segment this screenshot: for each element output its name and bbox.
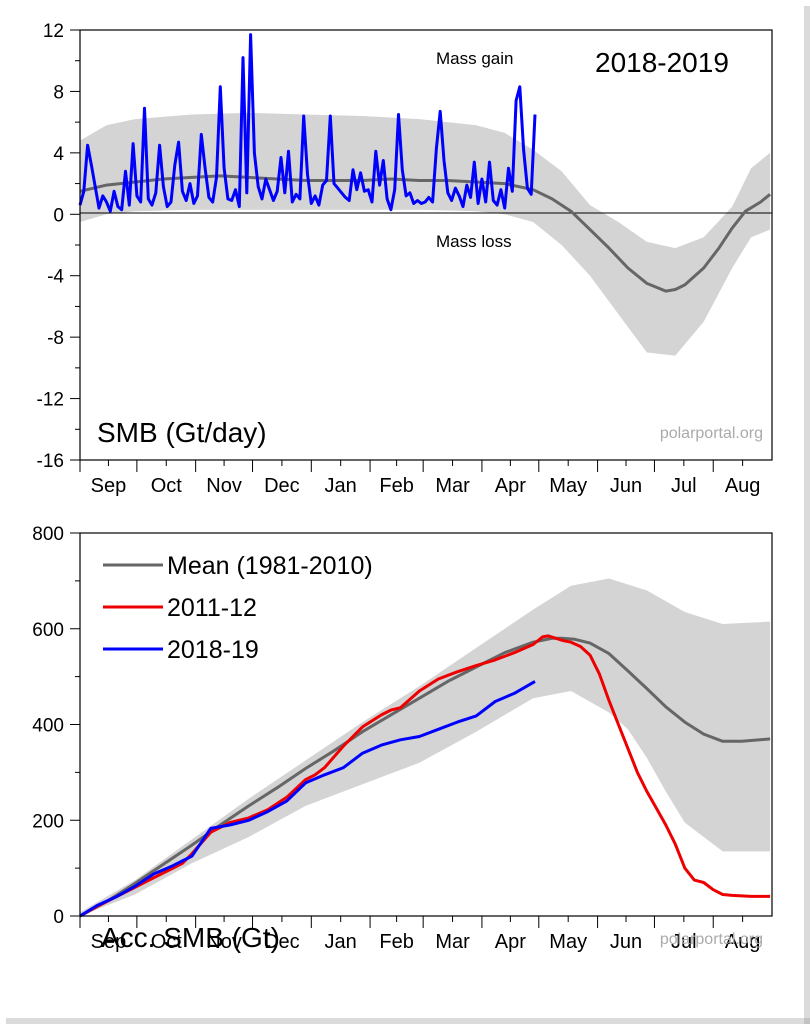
bottom-y-tick-label: 200 xyxy=(32,811,64,832)
top-y-tick-label: 12 xyxy=(43,21,64,42)
x-tick-label-sep: Sep xyxy=(91,931,127,953)
bottom-y-tick-label: 400 xyxy=(32,716,64,737)
season-label: 2018-2019 xyxy=(595,47,729,78)
x-tick-label-jun: Jun xyxy=(610,931,642,953)
acc-smb-panel: 0 200 400 600 800 Sep Oct Nov Dec Jan Feb Mar Apr Ma… xyxy=(32,524,773,953)
x-tick-label-dec: Dec xyxy=(264,475,300,497)
top-range-band-layer xyxy=(80,112,771,356)
x-tick-label-jan: Jan xyxy=(325,931,357,953)
figure-shadow-right xyxy=(804,6,810,1024)
figure-shadow-bottom xyxy=(6,1018,810,1024)
bottom-credit-label: polarportal.org xyxy=(660,931,763,948)
legend-label-mean: Mean (1981-2010) xyxy=(167,552,373,580)
legend-label-2011-12: 2011-12 xyxy=(167,594,257,622)
legend: Mean (1981-2010) 2011-12 2018-19 xyxy=(103,552,373,664)
x-tick-label-jan: Jan xyxy=(325,475,357,497)
legend-label-2018-19: 2018-19 xyxy=(167,636,259,664)
x-tick-label-sep: Sep xyxy=(91,475,127,497)
bottom-y-tick-label: 800 xyxy=(32,524,64,545)
bottom-chart-title: Acc. SMB (Gt) xyxy=(101,922,280,953)
x-tick-label-dec: Dec xyxy=(264,931,300,953)
x-tick-label-jul: Jul xyxy=(671,475,697,497)
bottom-range-band-layer xyxy=(80,578,771,916)
top-y-tick-label: -8 xyxy=(47,328,64,349)
x-tick-label-oct: Oct xyxy=(151,931,183,953)
x-tick-label-jul: Jul xyxy=(671,931,697,953)
top-y-tick-label: -12 xyxy=(37,390,64,411)
top-plot-area xyxy=(80,30,772,460)
x-tick-label-oct: Oct xyxy=(151,475,183,497)
top-y-tick-label: 4 xyxy=(53,144,64,165)
top-range-band xyxy=(80,112,771,356)
x-tick-label-may: May xyxy=(549,931,587,953)
x-tick-label-aug: Aug xyxy=(725,475,761,497)
bottom-y-tick-label: 600 xyxy=(32,620,64,641)
bottom-x-axis: Sep Oct Nov Dec Jan Feb Mar Apr May Jun Jul Aug xyxy=(79,916,761,953)
bottom-y-axis: 0 200 400 600 800 xyxy=(32,524,80,928)
top-y-axis: -16 -12 -8 -4 0 4 8 12 xyxy=(37,21,80,472)
top-y-tick-label: -4 xyxy=(47,267,64,288)
top-y-tick-label: 8 xyxy=(53,82,64,103)
top-y-tick-label: -16 xyxy=(37,451,64,472)
x-tick-label-mar: Mar xyxy=(435,931,470,953)
bottom-y-tick-label: 0 xyxy=(53,907,64,928)
x-tick-label-apr: Apr xyxy=(495,475,526,497)
x-tick-label-feb: Feb xyxy=(379,475,413,497)
mass-gain-annotation: Mass gain xyxy=(436,49,513,68)
x-tick-label-nov: Nov xyxy=(206,475,242,497)
x-tick-label-nov: Nov xyxy=(206,931,242,953)
bottom-range-band xyxy=(80,578,771,916)
x-tick-label-feb: Feb xyxy=(379,931,413,953)
top-series-2018-19 xyxy=(78,33,537,213)
mass-loss-annotation: Mass loss xyxy=(436,232,512,251)
x-tick-label-aug: Aug xyxy=(725,931,761,953)
top-credit-label: polarportal.org xyxy=(660,425,763,442)
x-tick-label-apr: Apr xyxy=(495,931,526,953)
top-current-layer xyxy=(78,33,537,213)
smb-daily-panel: -16 -12 -8 -4 0 4 8 12 Sep Oct Nov Dec Jan Feb Mar Apr… xyxy=(37,21,773,497)
x-tick-label-may: May xyxy=(549,475,587,497)
bottom-series-layer xyxy=(79,634,771,918)
bottom-series-2018-19 xyxy=(79,680,536,918)
top-chart-title: SMB (Gt/day) xyxy=(97,417,267,448)
x-tick-label-jun: Jun xyxy=(610,475,642,497)
x-tick-label-mar: Mar xyxy=(435,475,470,497)
top-x-axis: Sep Oct Nov Dec Jan Feb Mar Apr May Jun Jul Aug xyxy=(79,460,761,497)
top-y-tick-label: 0 xyxy=(53,205,64,226)
